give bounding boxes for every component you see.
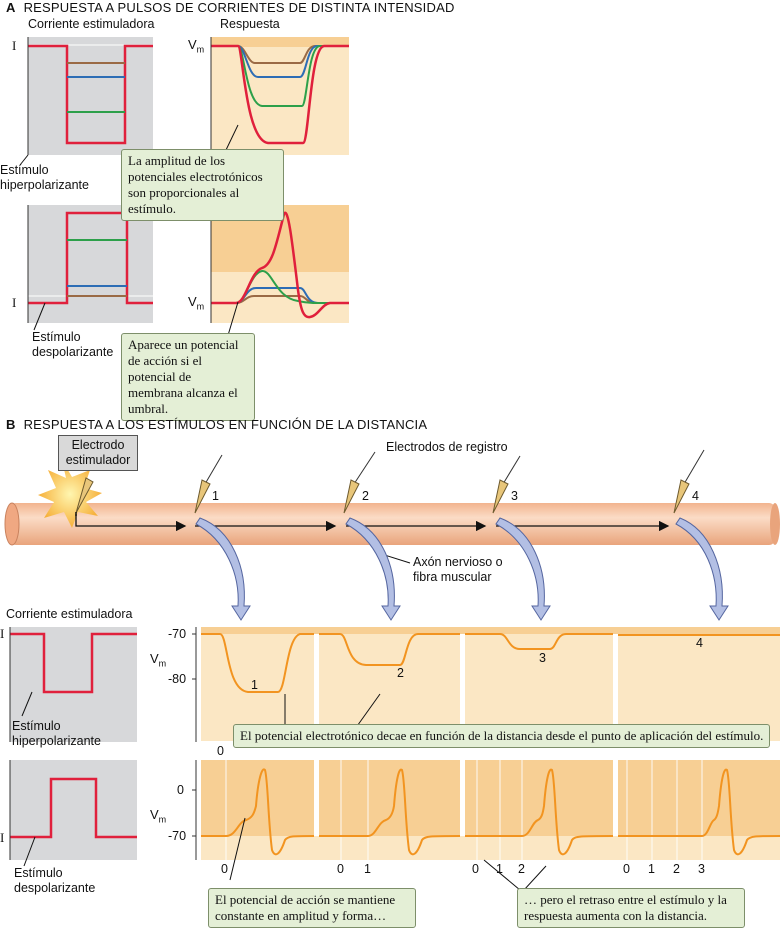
rec-electrode-3-icon [492, 455, 521, 514]
section-a-header: A RESPUESTA A PULSOS DE CORRIENTES DE DIS… [6, 0, 455, 15]
b-depol-time-0: 0 [472, 862, 479, 876]
a-depol-callout: Aparece un potencial de acción si el pot… [121, 333, 255, 421]
electrode-num-2: 2 [362, 489, 369, 503]
rec-electrodes-label: Electrodos de registro [386, 440, 508, 454]
b-depol-time-2: 2 [518, 862, 525, 876]
rec-electrode-2-icon [343, 451, 376, 514]
a-stim-col-title: Corriente estimuladora [28, 17, 155, 31]
a-resp-col-title: Respuesta [220, 17, 280, 31]
axon-label: Axón nervioso o fibra muscular [413, 555, 503, 584]
b-depol-tick-70: -70 [168, 829, 187, 843]
b-depol-vm-label: Vm [150, 807, 166, 825]
a-hyper-I-label: I [12, 38, 17, 53]
b-depol-resp-panels [192, 760, 781, 860]
b-depol-stim-label: Estímulo despolarizante [14, 866, 96, 895]
b-depol-tick-0: 0 [177, 783, 184, 797]
axon [4, 502, 780, 546]
blue-arrows [195, 517, 729, 621]
a-hyper-vm-sub: m [196, 44, 205, 55]
electrode-num-3: 3 [511, 489, 518, 503]
b-depol-vm-sub: m [158, 814, 167, 825]
b-trace-num-3: 3 [539, 651, 546, 665]
b-hyper-I-label: I [0, 626, 5, 641]
rec-electrode-1-icon [194, 454, 223, 514]
a-hyper-stim-panel [27, 37, 153, 155]
a-depol-I-label: I [12, 295, 17, 310]
a-depol-vm-sub: m [196, 301, 205, 312]
b-hyper-stim-label: Estímulo hiperpolarizante [12, 719, 101, 748]
b-constant-callout: El potencial de acción se mantiene const… [208, 888, 416, 928]
b-depol-I-label: I [0, 830, 5, 845]
a-depol-stim-label: Estímulo despolarizante [32, 330, 114, 359]
b-decay-callout: El potencial electrotónico decae en func… [233, 724, 770, 748]
b-trace-num-4: 4 [696, 636, 703, 650]
b-hyper-resp-panels [192, 627, 780, 743]
section-b-header: B RESPUESTA A LOS ESTÍMULOS EN FUNCIÓN DE… [6, 417, 427, 432]
propagation-arrows [75, 514, 670, 532]
b-depol-time-1: 1 [648, 862, 655, 876]
b-delay-callout: … pero el retraso entre el estímulo y la… [517, 888, 745, 928]
b-stim-col-title: Corriente estimuladora [6, 607, 133, 621]
b-hyper-vm-sub: m [158, 658, 167, 669]
b-hyper-stim-panel [9, 627, 137, 742]
a-hyper-callout: La amplitud de los potenciales electrotó… [121, 149, 284, 221]
b-hyper-tick-70: -70 [168, 627, 187, 641]
b-depol-stim-panel [9, 760, 137, 867]
b-depol-time-0: 0 [337, 862, 344, 876]
a-depol-vm-text: V [188, 294, 197, 309]
section-b-title: RESPUESTA A LOS ESTÍMULOS EN FUNCIÓN DE … [23, 417, 428, 432]
b-hyper-vm-label: Vm [150, 651, 166, 669]
b-hyper-vm-text: V [150, 651, 159, 666]
b-trace-num-1: 1 [251, 678, 258, 692]
b-depol-time-0: 0 [221, 862, 228, 876]
b-depol-time-1: 1 [496, 862, 503, 876]
electrode-num-4: 4 [692, 489, 699, 503]
section-a-title: RESPUESTA A PULSOS DE CORRIENTES DE DIST… [23, 0, 455, 15]
b-depol-time-3: 3 [698, 862, 705, 876]
a-hyper-vm-text: V [188, 37, 197, 52]
b-depol-time-0: 0 [623, 862, 630, 876]
a-hyper-vm-label: Vm [188, 37, 204, 55]
electrode-num-1: 1 [212, 489, 219, 503]
rec-electrode-4-icon [673, 449, 705, 514]
section-a-letter: A [6, 0, 16, 15]
b-depol-time-2: 2 [673, 862, 680, 876]
stimulus-flash-icon [38, 460, 102, 528]
stim-electrode-label: Electrodo estimulador [58, 435, 138, 471]
b-hyper-tick-80: -80 [168, 672, 187, 686]
a-depol-vm-label: Vm [188, 294, 204, 312]
a-hyper-stim-label: Estímulo hiperpolarizante [0, 163, 89, 192]
section-b-letter: B [6, 417, 16, 432]
b-trace-num-2: 2 [397, 666, 404, 680]
b-depol-vm-text: V [150, 807, 159, 822]
a-hyper-resp-panel [210, 37, 349, 155]
b-hyper-time-zero: 0 [217, 744, 224, 758]
a-depol-resp-panel [210, 205, 349, 343]
a-depol-stim-panel [27, 205, 153, 323]
b-depol-time-1: 1 [364, 862, 371, 876]
